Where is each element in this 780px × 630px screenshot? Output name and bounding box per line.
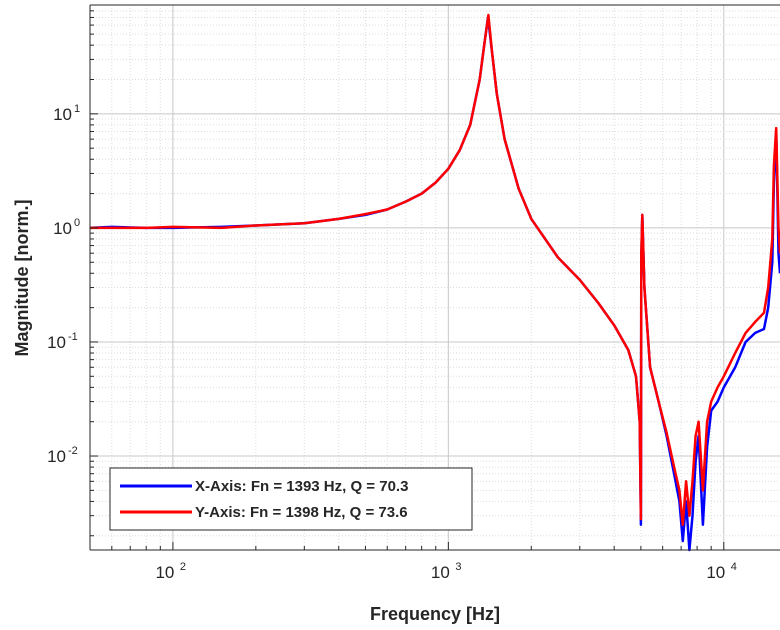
x-tick-label: 10	[706, 563, 725, 582]
x-axis-label: Frequency [Hz]	[370, 604, 500, 624]
y-tick-label-exponent: 1	[74, 103, 80, 115]
y-axis-label: Magnitude [norm.]	[12, 200, 32, 357]
x-tick-label: 10	[431, 563, 450, 582]
legend-label-x-axis: X-Axis: Fn = 1393 Hz, Q = 70.3	[195, 478, 408, 495]
series-line-y-axis	[90, 13, 780, 526]
y-tick-label: 10	[53, 105, 72, 124]
legend-box	[109, 467, 473, 531]
y-tick-label-exponent: 0	[74, 217, 80, 229]
grid	[89, 4, 780, 550]
y-tick-label: 10	[47, 333, 66, 352]
tick-labels: 10 2 10 3 10 410 -210 -110 010 1	[47, 103, 737, 582]
y-tick-label-exponent: -1	[68, 331, 78, 343]
y-tick-label: 10	[53, 219, 72, 238]
y-tick-label-exponent: -2	[68, 445, 78, 457]
legend-label-y-axis: Y-Axis: Fn = 1398 Hz, Q = 73.6	[195, 504, 408, 521]
x-tick-label: 10	[155, 563, 174, 582]
legend: X-Axis: Fn = 1393 Hz, Q = 70.3 Y-Axis: F…	[109, 467, 473, 531]
x-tick-label-exponent: 2	[180, 561, 186, 573]
ticks	[89, 4, 725, 550]
x-tick-label-exponent: 3	[455, 561, 461, 573]
series-lines	[89, 13, 780, 552]
x-tick-label-exponent: 4	[731, 561, 737, 573]
plot-area	[90, 5, 780, 550]
y-tick-label: 10	[47, 447, 66, 466]
